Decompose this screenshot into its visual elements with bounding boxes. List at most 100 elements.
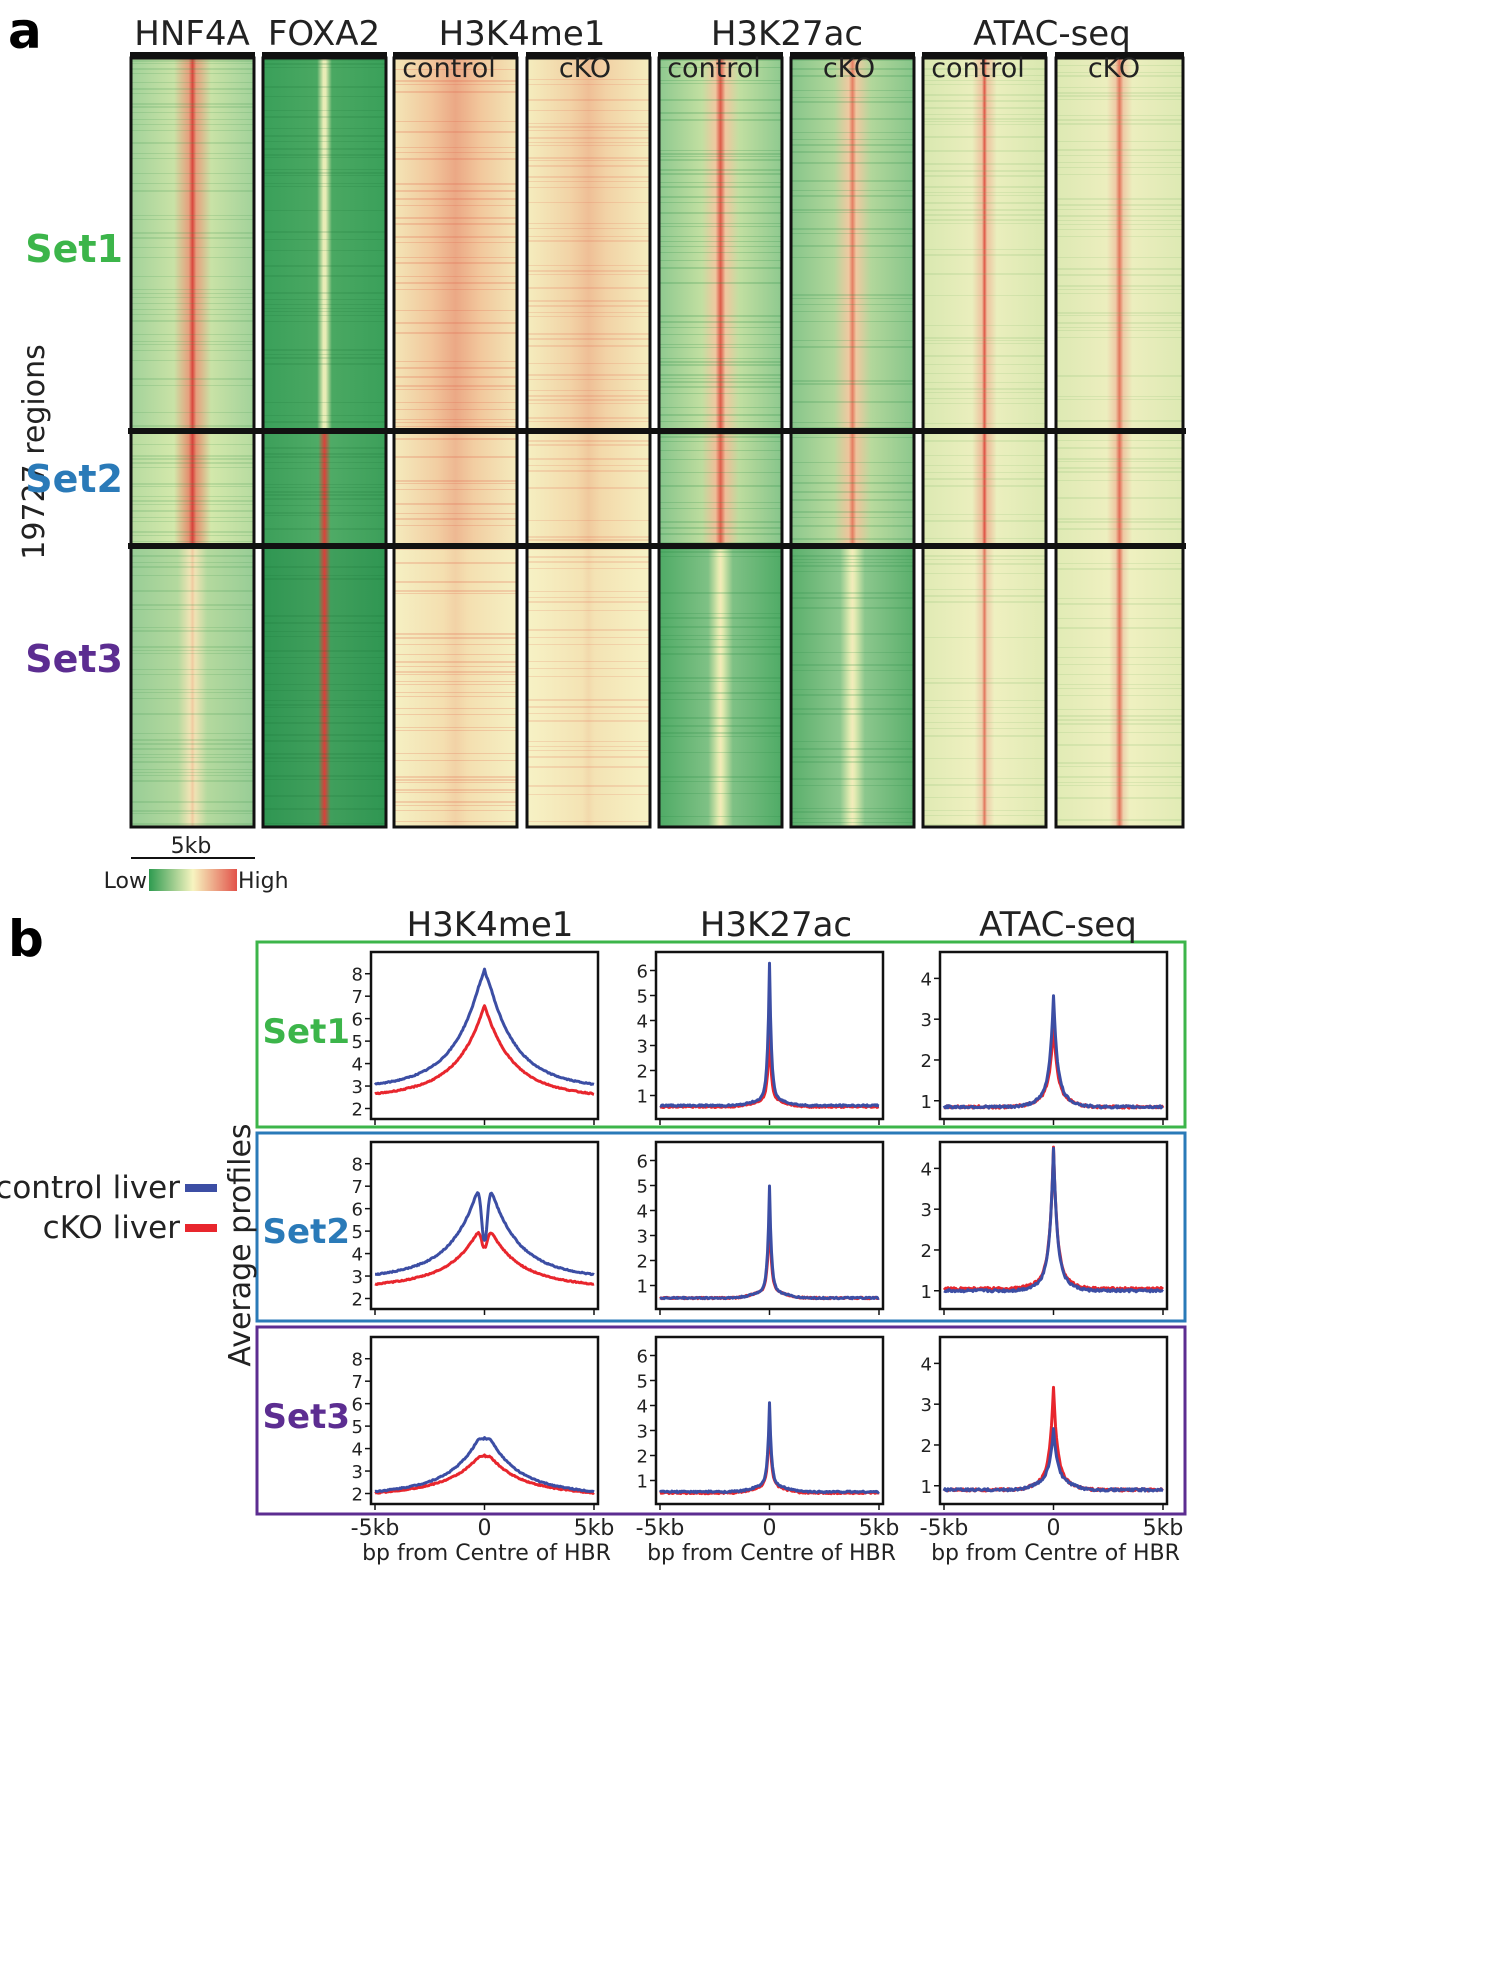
heatmap-row — [923, 192, 1046, 193]
y-tick-label: 6 — [637, 962, 648, 983]
heatmap-row — [131, 297, 254, 298]
heatmap-row — [394, 789, 517, 791]
heatmap-row — [131, 510, 254, 512]
heatmap-row — [527, 274, 650, 275]
heatmap-row — [263, 141, 386, 142]
heatmap-row — [131, 247, 254, 248]
heatmap-row — [131, 462, 254, 464]
heatmap-row — [923, 538, 1046, 539]
series-cko-liver — [374, 1453, 595, 1495]
heatmap-row — [394, 805, 517, 806]
x-axis-label: bp from Centre of HBR — [647, 1541, 896, 1566]
heatmap-row — [263, 304, 386, 305]
heatmap-row — [1056, 782, 1183, 783]
heatmap-row — [659, 361, 782, 363]
heatmap-row — [263, 250, 386, 251]
heatmap-row — [131, 772, 254, 773]
heatmap-row — [791, 401, 914, 403]
heatmap-row — [527, 661, 650, 662]
heatmap-row — [1056, 167, 1183, 168]
heatmap-row — [791, 517, 914, 518]
heatmap-row — [394, 581, 517, 583]
heatmap-row — [659, 441, 782, 442]
heatmap-row — [263, 566, 386, 568]
heatmap-row — [131, 646, 254, 648]
heatmap-row — [1056, 293, 1183, 294]
heatmap-row — [131, 425, 254, 427]
y-tick-label: 3 — [921, 1200, 932, 1221]
heatmap-row — [659, 260, 782, 261]
heatmap-row — [791, 670, 914, 671]
heatmap-row — [263, 239, 386, 240]
heatmap-row — [263, 60, 386, 61]
profile-set-label: Set1 — [263, 1012, 350, 1052]
heatmap-row — [527, 741, 650, 742]
panel-a-heatmaps: a HNF4A FOXA2 H3K4me1 H3K27ac ATAC-seqcontrol… — [8, 2, 1186, 894]
heatmap-row — [791, 822, 914, 823]
heatmap-row — [394, 422, 517, 423]
heatmap-row — [791, 190, 914, 191]
heatmap-row — [1056, 719, 1183, 721]
heatmap-row — [659, 358, 782, 359]
heatmap-row — [394, 257, 517, 258]
heatmap-row — [923, 388, 1046, 390]
heatmap-row — [131, 341, 254, 342]
heatmap-row — [263, 494, 386, 496]
heatmap-row — [131, 733, 254, 734]
y-tick-label: 1 — [637, 1087, 648, 1108]
group-title: H3K27ac — [711, 14, 863, 54]
heatmap-row — [923, 455, 1046, 456]
heatmap-row — [131, 153, 254, 154]
heatmap-row — [791, 228, 914, 230]
heatmap-row — [394, 654, 517, 655]
heatmap-row — [923, 595, 1046, 597]
y-tick-label: 2 — [637, 1252, 648, 1273]
sub-title: cKO — [1088, 53, 1140, 84]
heatmap-row — [527, 417, 650, 419]
heatmap-row — [659, 60, 782, 61]
heatmap-row — [263, 740, 386, 742]
heatmap-row — [527, 458, 650, 460]
heatmap-row — [1056, 695, 1183, 696]
heatmap-row — [1056, 87, 1183, 88]
heatmap-column-k27k — [789, 56, 916, 829]
heatmap-row — [131, 692, 254, 693]
heatmap-row — [263, 67, 386, 68]
heatmap-row — [131, 93, 254, 94]
heatmap-row — [527, 785, 650, 787]
heatmap-row — [131, 801, 254, 803]
heatmap-column-atc — [921, 56, 1048, 829]
heatmap-row — [394, 513, 517, 514]
heatmap-row — [659, 717, 782, 719]
heatmap-row — [1056, 797, 1183, 799]
heatmap-row — [131, 237, 254, 239]
heatmap-row — [923, 423, 1046, 424]
heatmap-row — [1056, 766, 1183, 767]
heatmap-row — [1056, 458, 1183, 460]
heatmap-row — [263, 578, 386, 580]
heatmap-row — [659, 156, 782, 157]
heatmap-row — [923, 68, 1046, 70]
y-tick-label: 2 — [637, 1447, 648, 1468]
heatmap-row — [527, 300, 650, 302]
heatmap-row — [791, 818, 914, 819]
heatmap-row — [659, 677, 782, 679]
heatmap-row — [923, 100, 1046, 102]
heatmap-row — [394, 483, 517, 484]
heatmap-row — [791, 778, 914, 780]
y-tick-label: 6 — [352, 1200, 363, 1221]
heatmap-row — [791, 340, 914, 341]
heatmap-row — [394, 361, 517, 362]
heatmap-row — [394, 80, 517, 82]
group-title: ATAC-seq — [973, 14, 1131, 54]
heatmap-row — [131, 458, 254, 460]
heatmap-row — [263, 757, 386, 759]
heatmap-row — [527, 676, 650, 677]
heatmap-row — [394, 489, 517, 490]
heatmap-row — [527, 568, 650, 569]
heatmap-row — [527, 399, 650, 401]
heatmap-row — [1056, 75, 1183, 77]
heatmap-row — [1056, 285, 1183, 287]
sub-title: control — [931, 53, 1025, 84]
series-cko-liver — [374, 1004, 595, 1096]
